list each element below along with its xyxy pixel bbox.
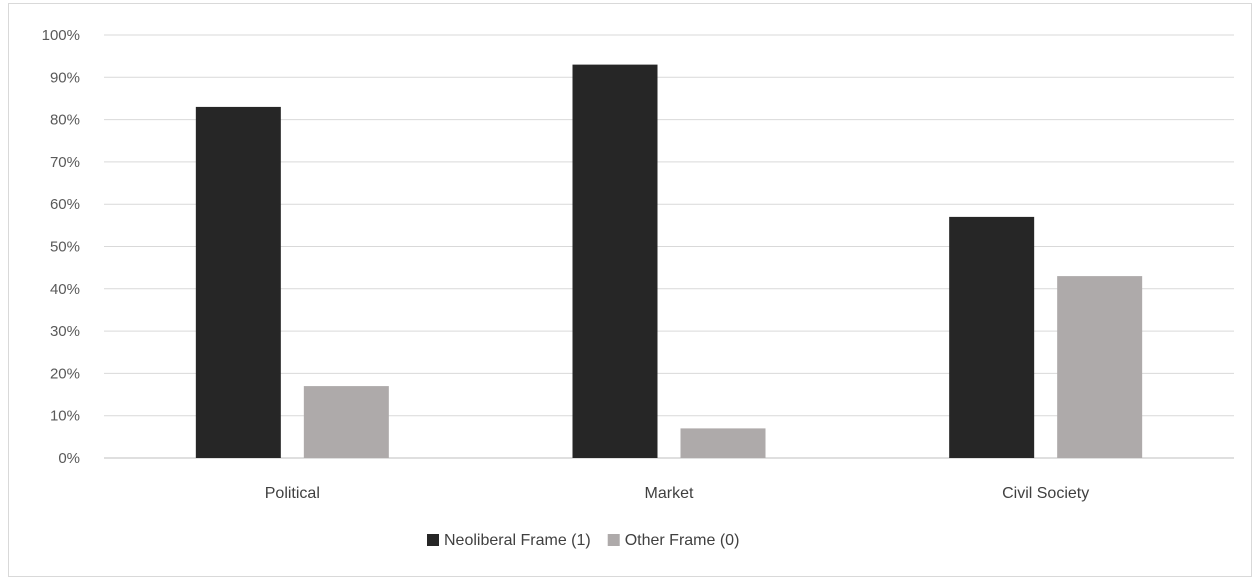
bar-neoliberal-2 (949, 216, 1035, 458)
x-category-label: Political (265, 485, 320, 502)
legend: Neoliberal Frame (1) Other Frame (0) (427, 532, 739, 549)
bar-other-1 (680, 428, 766, 458)
bar-neoliberal-0 (195, 106, 281, 458)
x-category-label: Market (645, 485, 694, 502)
y-tick-label: 30% (50, 323, 80, 340)
bar-other-0 (303, 386, 389, 458)
y-tick-label: 0% (58, 450, 80, 467)
legend-label: Neoliberal Frame (1) (444, 532, 591, 549)
x-axis-labels: Political Market Civil Society (265, 485, 1089, 502)
legend-swatch (427, 534, 439, 546)
y-tick-label: 80% (50, 112, 80, 129)
y-tick-label: 40% (50, 281, 80, 298)
bars (195, 64, 1143, 459)
y-tick-label: 10% (50, 408, 80, 425)
y-tick-label: 100% (42, 27, 80, 44)
y-tick-label: 20% (50, 365, 80, 382)
y-tick-label: 90% (50, 69, 80, 86)
legend-swatch (607, 534, 620, 546)
x-category-label: Civil Society (1002, 485, 1089, 502)
y-tick-label: 50% (50, 239, 80, 256)
gridlines (104, 34, 1234, 459)
legend-label: Other Frame (0) (625, 532, 740, 549)
bar-neoliberal-1 (572, 64, 658, 459)
y-tick-label: 70% (50, 154, 80, 171)
y-tick-label: 60% (50, 196, 80, 213)
y-axis-ticks: 0% 10% 20% 30% 40% 50% 60% 70% 80% 90% 100% (42, 27, 80, 467)
bar-other-2 (1057, 276, 1143, 458)
